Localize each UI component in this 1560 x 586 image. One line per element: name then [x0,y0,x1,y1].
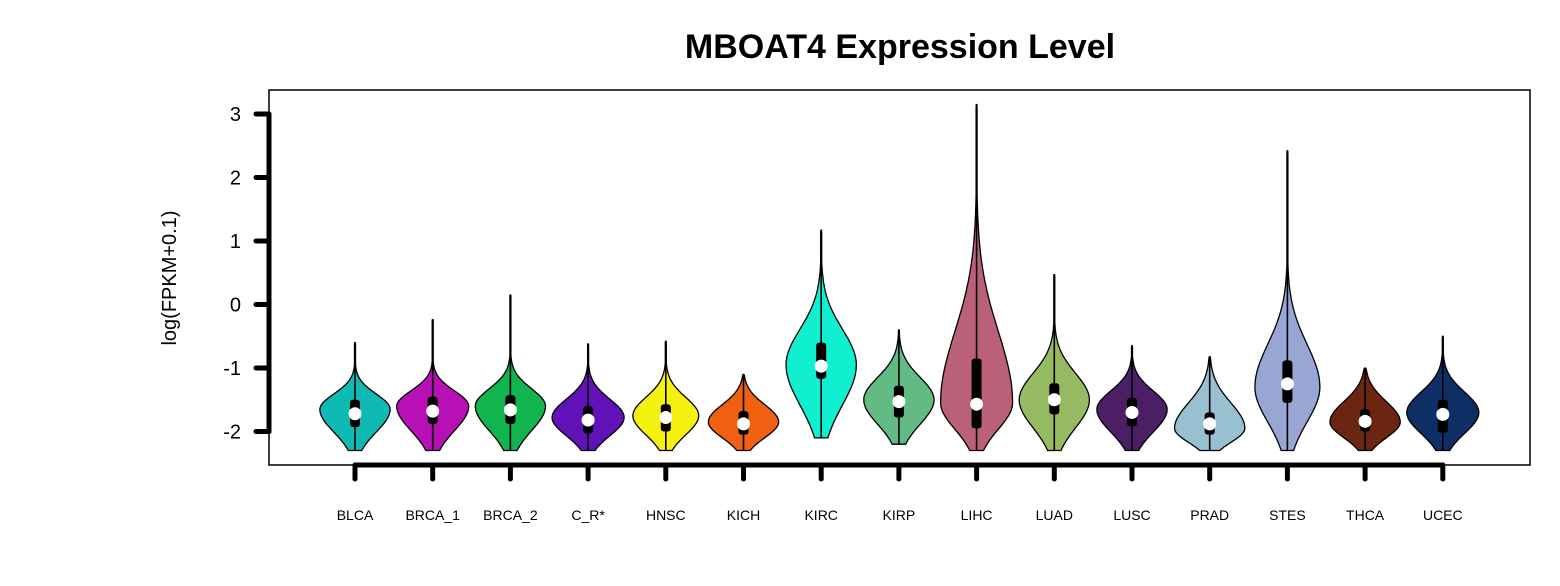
violin-median-point [892,395,906,409]
x-tick-label: BRCA_2 [483,507,538,523]
x-tick-label: C_R* [571,507,605,523]
y-tick-label: 2 [230,168,241,190]
y-axis: 3 2 1 0 -1 -2 [223,104,272,444]
x-tick-label: LUAD [1036,507,1073,523]
x-axis: BLCA BRCA_1 BRCA_2 C_R* HNSC KICH KIRC KIRP LIHC… [337,462,1463,523]
violin-median-point [1125,405,1139,419]
violin-KIRP [863,329,935,445]
y-tick-label: 1 [230,231,241,253]
violin-median-point [1047,393,1061,407]
violin-LUAD [1018,274,1091,452]
x-tick-label: LUSC [1113,507,1150,523]
x-tick-label: KIRP [883,507,916,523]
x-tick-label: STES [1269,507,1306,523]
violin-LIHC [939,103,1014,452]
violin-median-point [814,359,828,373]
x-tick-label: LIHC [961,507,993,523]
violin-BLCA [319,341,391,452]
y-tick-label: 3 [230,104,241,126]
x-tick-label: UCEC [1423,507,1463,523]
violin-median-point [1358,414,1372,428]
violin-median-point [503,403,517,417]
x-tick-label: BRCA_1 [405,507,460,523]
violin-median-point [737,417,750,431]
violin-BRCA_2 [474,294,547,452]
violin-median-point [970,397,984,411]
x-tick-label: PRAD [1190,507,1229,523]
violin-PRAD [1173,355,1246,452]
violin-UCEC [1406,335,1480,452]
violin-iqr-box [971,358,982,429]
violin-series-group [319,103,1480,452]
x-tick-label: KICH [727,507,760,523]
violin-KICH [707,373,780,452]
x-tick-label: THCA [1346,507,1385,523]
x-tick-label: KIRC [804,507,837,523]
violin-median-point [348,407,362,421]
violin-median-point [426,404,440,418]
chart-title: MBOAT4 Expression Level [685,28,1115,66]
violin-HNSC [632,340,700,452]
violin-LUSC [1096,345,1168,452]
x-tick-label: HNSC [646,507,686,523]
violin-median-point [659,411,673,425]
violin-median-point [1436,407,1450,421]
violin-median-point [1280,377,1294,391]
violin-median-point [1203,417,1217,431]
y-tick-label: 0 [230,295,241,317]
violin-KIRC [785,229,857,439]
y-tick-label: -1 [223,358,241,380]
violin-C_R* [551,343,625,452]
violin-BRCA_1 [396,319,470,452]
y-tick-label: -2 [223,422,241,444]
y-axis-label: log(FPKM+0.1) [159,210,181,345]
violin-STES [1254,150,1321,452]
violin-median-point [581,413,595,427]
x-tick-label: BLCA [337,507,374,523]
violin-THCA [1329,367,1401,452]
